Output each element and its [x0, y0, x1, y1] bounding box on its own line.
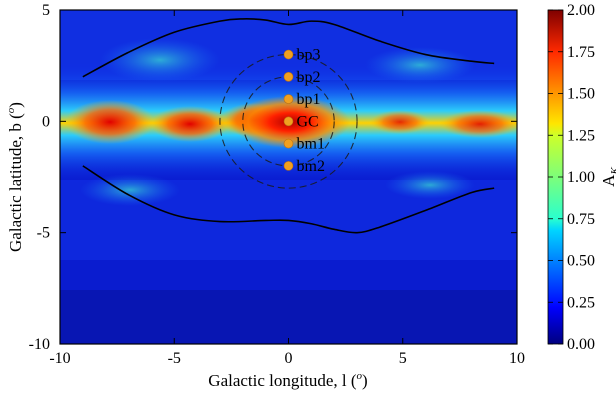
heatmap-blob [65, 100, 155, 144]
x-tick-label: 0 [285, 350, 293, 367]
field-marker-bp2 [283, 72, 294, 82]
x-axis-title: Galactic longitude, l (o) [208, 370, 367, 390]
field-label-bm1: bm1 [297, 136, 325, 153]
colorbar-tick-label: 1.75 [567, 44, 595, 61]
lower-boundary-curve [82, 165, 495, 234]
field-label-bp2: bp2 [297, 69, 321, 86]
y-axis-title-sup: o [5, 107, 17, 113]
field-marker-bp3 [283, 49, 294, 60]
y-tick-label: -5 [37, 225, 50, 242]
colorbar-tick-label: 0.50 [567, 253, 595, 270]
colorbar-tick-label: 0.75 [567, 211, 595, 228]
field-label-bp1: bp1 [297, 91, 321, 108]
y-tick-label: 5 [42, 2, 50, 19]
field-marker-bm1 [283, 138, 294, 149]
heatmap-bottom-dark [60, 290, 517, 344]
colorbar-tick-label: 0.25 [567, 294, 595, 311]
heatmap-blob [150, 106, 230, 142]
colorbar-title: AK [599, 167, 616, 187]
colorbar-tick-label: 1.25 [567, 127, 595, 144]
x-tick-label: -5 [168, 350, 181, 367]
y-tick-label: 0 [42, 113, 50, 130]
colorbar-ticks: 0.00 0.25 0.50 0.75 1.00 1.25 1.50 1.75 2.00 [548, 2, 595, 353]
x-tick-label: 5 [399, 350, 407, 367]
x-tick-label: -10 [49, 350, 70, 367]
dashed-circle [219, 53, 358, 189]
heatmap-image [60, 10, 517, 344]
colorbar-tick-label: 1.00 [567, 169, 595, 186]
x-axis-title-close: ) [362, 371, 368, 390]
overlay-layer: bp3 bp2 bp1 GC bm1 bm2 [82, 18, 495, 234]
x-axis-title-text: Galactic longitude, l ( [208, 371, 357, 390]
y-axis: -10 -5 0 5 [29, 2, 517, 353]
colorbar-tick-label: 2.00 [567, 2, 595, 19]
colorbar-title-sub: K [609, 167, 616, 176]
field-label-GC: GC [297, 113, 319, 130]
colorbar-tick-label: 1.50 [567, 86, 595, 103]
colorbar-tick-label: 0.00 [567, 336, 595, 353]
field-marker-bp1 [283, 94, 294, 104]
colorbar-title-text: A [599, 174, 616, 187]
field-marker-GC [283, 116, 294, 127]
heatmap-cyan-patch [100, 38, 220, 82]
x-tick-label: 10 [509, 350, 525, 367]
heatmap-cyan-patch [80, 174, 180, 206]
heatmap-cyan-patch [385, 171, 475, 199]
y-axis-title: Galactic latitude, b (o) [5, 102, 25, 252]
colorbar: 0.00 0.25 0.50 0.75 1.00 1.25 1.50 1.75 2.00 AK [547, 2, 616, 353]
y-tick-label: -10 [29, 336, 50, 353]
x-axis-title-sup: o [357, 370, 363, 382]
heatmap-cyan-patch [365, 47, 475, 83]
field-label-bm2: bm2 [297, 158, 325, 175]
field-marker-bm2 [283, 161, 294, 171]
y-axis-title-close: ) [6, 102, 25, 108]
heatmap-blob [440, 110, 517, 138]
x-axis: -10 -5 0 5 10 [49, 10, 525, 367]
y-axis-title-text: Galactic latitude, b ( [6, 113, 25, 252]
upper-boundary-curve [82, 18, 495, 78]
heatmap-blob [370, 110, 430, 134]
field-label-bp3: bp3 [297, 47, 321, 64]
